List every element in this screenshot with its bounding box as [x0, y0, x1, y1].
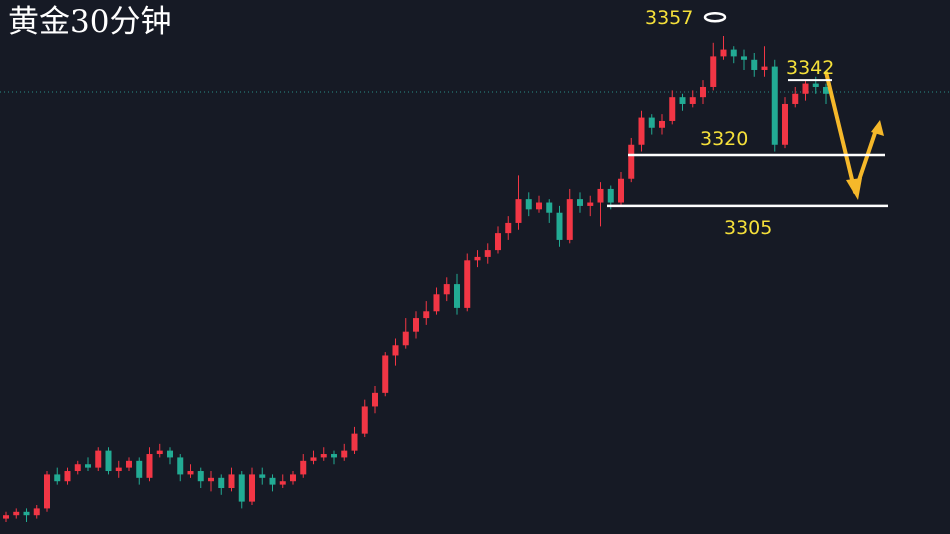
- candle-body: [372, 392, 378, 407]
- candle-body: [648, 117, 655, 128]
- candle-body: [238, 474, 245, 502]
- candle-body: [136, 460, 143, 478]
- candle-body: [597, 188, 604, 203]
- candle-body: [628, 144, 635, 179]
- level-label: 3305: [724, 217, 772, 239]
- candle-body: [290, 474, 296, 482]
- candle-body: [392, 345, 399, 356]
- candle-body: [23, 511, 30, 516]
- candle-body: [566, 199, 573, 240]
- candle-body: [782, 103, 788, 145]
- chart-title: 黄金30分钟: [8, 4, 171, 40]
- candle-body: [249, 474, 255, 502]
- resistance-label: 3342: [786, 57, 834, 79]
- candle-body: [638, 117, 645, 145]
- candle-body: [115, 467, 122, 472]
- candle-body: [577, 199, 583, 206]
- candle-body: [13, 511, 20, 516]
- candle-body: [54, 474, 61, 482]
- candle-body: [279, 481, 286, 485]
- candle-body: [515, 199, 522, 223]
- candle-body: [228, 474, 235, 489]
- candle-body: [85, 464, 91, 468]
- candle-body: [433, 294, 440, 312]
- candle-body: [505, 222, 512, 234]
- candle-body: [402, 331, 409, 346]
- candle-body: [187, 471, 194, 475]
- candle-body: [105, 450, 112, 472]
- candle-body: [3, 515, 9, 519]
- candle-body: [44, 474, 50, 509]
- candle-body: [208, 477, 214, 482]
- candle-body: [361, 406, 368, 434]
- candle-body: [761, 66, 768, 70]
- candle-body: [126, 460, 132, 468]
- candle-body: [669, 97, 676, 121]
- candle-body: [679, 97, 686, 104]
- candle-body: [167, 450, 173, 458]
- candle-body: [484, 250, 491, 257]
- candle-body: [269, 477, 276, 485]
- high-marker: [703, 11, 727, 23]
- candle-body: [751, 59, 758, 70]
- arrow-head: [871, 120, 884, 136]
- candle-body: [259, 474, 266, 478]
- candle-body: [382, 355, 389, 393]
- candle-body: [618, 178, 624, 203]
- candle-body: [74, 464, 81, 472]
- candle-body: [33, 508, 40, 516]
- candle-body: [587, 202, 594, 206]
- candles: [3, 36, 829, 522]
- candle-body: [720, 49, 727, 57]
- candle-body: [413, 318, 419, 332]
- candle-body: [689, 97, 696, 104]
- candle-body: [556, 212, 563, 240]
- candle-body: [443, 284, 450, 295]
- candle-body: [64, 471, 71, 482]
- candle-body: [464, 260, 471, 308]
- candle-body: [659, 120, 665, 128]
- candle-body: [741, 56, 747, 60]
- level-label: 3320: [700, 128, 748, 150]
- high-label: 3357: [645, 7, 693, 29]
- candle-body: [823, 86, 829, 94]
- candle-body: [454, 284, 460, 308]
- candle-body: [331, 454, 337, 458]
- candle-body: [95, 450, 102, 468]
- candle-body: [474, 256, 481, 261]
- candle-body: [495, 233, 501, 251]
- candle-body: [341, 450, 348, 458]
- candle-body: [730, 49, 737, 57]
- candle-body: [812, 83, 819, 87]
- candle-body: [771, 66, 778, 145]
- candle-body: [351, 433, 358, 451]
- candle-body: [218, 477, 225, 489]
- arrow-head: [846, 178, 862, 200]
- candle-body: [525, 199, 532, 210]
- candle-body: [607, 188, 614, 203]
- candle-body: [700, 86, 706, 98]
- candle-body: [536, 202, 542, 210]
- candle-body: [310, 457, 317, 461]
- candle-body: [710, 56, 717, 87]
- candle-body: [802, 83, 809, 94]
- candle-body: [156, 450, 163, 455]
- candle-body: [300, 460, 307, 475]
- candle-body: [792, 93, 799, 104]
- candle-body: [177, 457, 184, 475]
- candle-body: [146, 454, 153, 478]
- candle-body: [197, 471, 204, 482]
- candle-body: [546, 202, 553, 213]
- candle-body: [320, 454, 327, 458]
- candle-body: [423, 311, 430, 319]
